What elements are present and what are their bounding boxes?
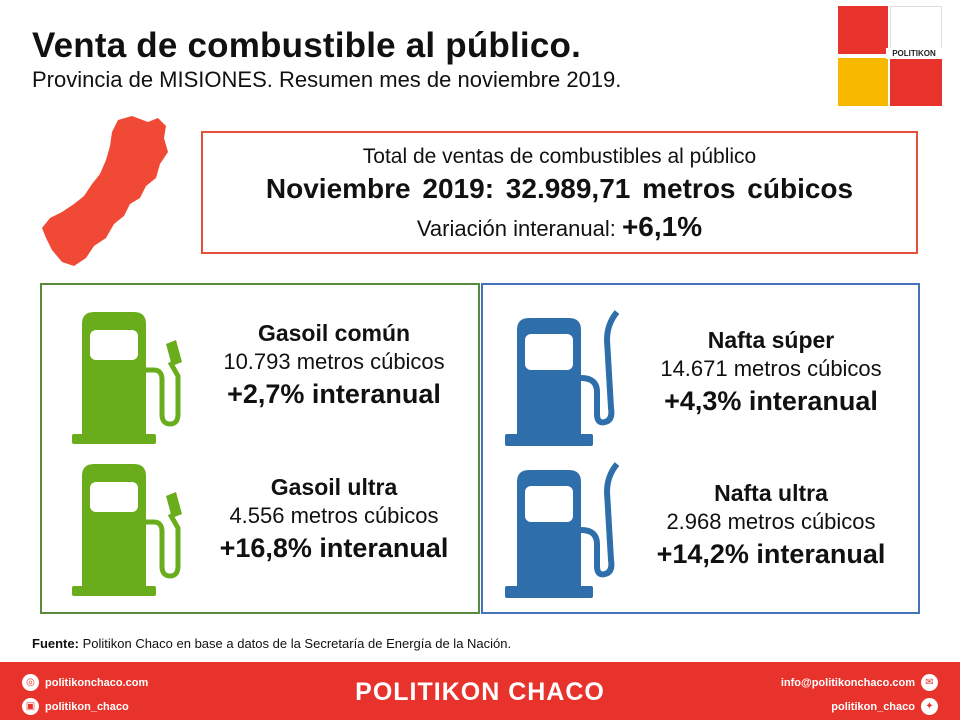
footer-brand: POLITIKON CHACO <box>355 678 605 706</box>
footer-bar: ◎ politikonchaco.com ▣ politikon_chaco P… <box>0 662 960 720</box>
instagram-icon: ▣ <box>22 698 39 715</box>
fuel-nafta-ultra: Nafta ultra 2.968 metros cúbicos +14,2% … <box>628 480 914 570</box>
fuel-nafta-super: Nafta súper 14.671 metros cúbicos +4,3% … <box>628 327 914 417</box>
source-note: Fuente: Politikon Chaco en base a datos … <box>32 636 512 651</box>
fuel-name: Nafta súper <box>707 327 835 353</box>
fuel-volume: 4.556 metros cúbicos <box>229 503 439 528</box>
misiones-map-icon <box>42 116 168 266</box>
fuel-name: Gasoil ultra <box>270 474 398 500</box>
fuel-volume: 2.968 metros cúbicos <box>666 509 876 534</box>
page-title: Venta de combustible al público. <box>32 26 582 65</box>
footer-email[interactable]: info@politikonchaco.com ✉ <box>781 674 938 691</box>
gasoil-panel <box>40 283 480 614</box>
dribbble-icon: ◎ <box>22 674 39 691</box>
total-summary-caption: Total de ventas de combustibles al públi… <box>362 145 757 168</box>
fuel-gasoil-ultra: Gasoil ultra 4.556 metros cúbicos +16,8%… <box>190 474 478 564</box>
fuel-variation: +14,2% interanual <box>656 539 886 569</box>
total-summary-box: Total de ventas de combustibles al públi… <box>201 131 918 254</box>
fuel-variation: +16,8% interanual <box>219 533 449 563</box>
total-variation-value: +6,1% <box>621 211 703 242</box>
twitter-icon: ✦ <box>921 698 938 715</box>
fuel-gasoil-comun: Gasoil común 10.793 metros cúbicos +2,7%… <box>190 320 478 410</box>
page-subtitle: Provincia de MISIONES. Resumen mes de no… <box>32 67 622 92</box>
fuel-name: Nafta ultra <box>714 480 828 506</box>
fuel-variation: +2,7% interanual <box>227 379 441 409</box>
email-icon: ✉ <box>921 674 938 691</box>
fuel-name: Gasoil común <box>257 320 411 346</box>
fuel-variation: +4,3% interanual <box>664 386 878 416</box>
fuel-pump-icon <box>505 310 620 446</box>
politikon-logo: POLITIKON <box>838 6 942 106</box>
total-volume: Noviembre 2019: 32.989,71 metros cúbicos <box>265 173 854 204</box>
fuel-pump-icon <box>72 464 182 596</box>
fuel-pump-icon <box>72 312 182 444</box>
fuel-pump-icon <box>505 462 620 598</box>
logo-text: POLITIKON <box>886 48 942 59</box>
nafta-panel <box>481 283 920 614</box>
fuel-volume: 14.671 metros cúbicos <box>660 356 882 381</box>
total-variation: Variación interanual: +6,1% <box>416 211 703 242</box>
footer-twitter[interactable]: politikon_chaco ✦ <box>831 698 938 715</box>
footer-instagram[interactable]: ▣ politikon_chaco <box>22 698 129 715</box>
fuel-volume: 10.793 metros cúbicos <box>223 349 445 374</box>
footer-web[interactable]: ◎ politikonchaco.com <box>22 674 148 691</box>
